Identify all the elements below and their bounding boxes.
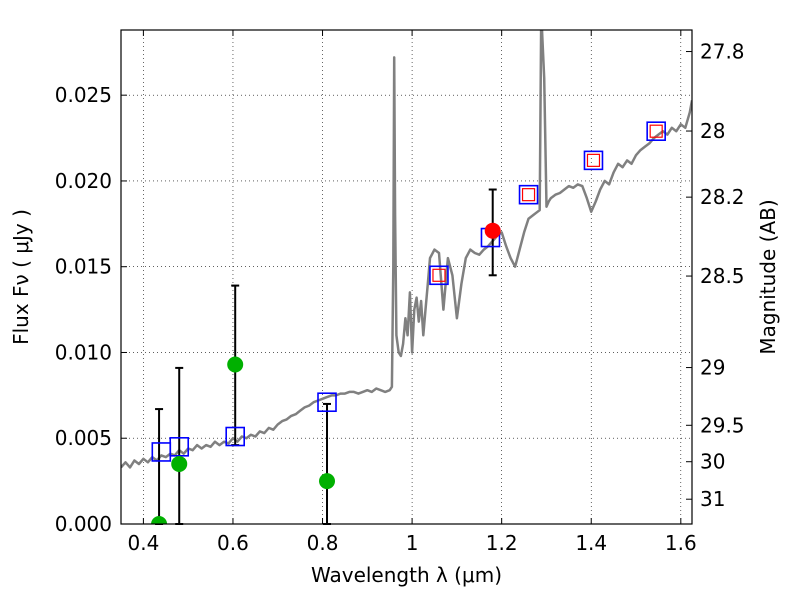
y-tick-label: 0.005 [55,426,112,450]
data-markers [151,121,666,524]
model-photometry-square [169,437,190,457]
x-tick-label: 0.8 [307,531,339,555]
mag-tick-label: 27.8 [700,40,745,64]
y-tick-label: 0.010 [55,340,112,364]
photometry-point [227,356,244,373]
photometry-point [151,516,168,524]
magnitude-axis-ticks: 27.8 28 28.2 28.5 29 29.5 30 31 [686,40,745,511]
mag-tick-label: 31 [700,487,725,511]
model-photometry-square [583,150,604,171]
grid [121,30,692,525]
y-tick-label: 0.025 [55,83,112,107]
x-axis-label: Wavelength λ (μm) [311,563,502,587]
mag-tick-label: 30 [700,450,725,474]
plot-frame [120,29,693,525]
model-photometry-square [225,426,245,447]
photometry-point [484,222,501,239]
x-axis-ticks: 0.4 0.6 0.8 1 1.2 1.4 1.6 [127,30,697,555]
model-photometry-square [646,121,666,142]
photometry-point [171,455,188,472]
y-tick-label: 0.015 [55,255,112,279]
model-photometry-square [429,265,449,286]
y-axis-label: Flux Fν ( μJy ) [9,209,33,345]
mag-tick-label: 29 [700,356,725,380]
mag-tick-label: 29.5 [700,413,745,437]
upper-point-square [649,124,663,138]
photometry-point [319,473,336,490]
sed-curve [121,30,692,469]
model-photometry-square [317,392,337,413]
mag-tick-label: 28.5 [700,264,745,288]
mag-tick-label: 28 [700,119,725,143]
x-tick-label: 1.4 [575,531,607,555]
x-tick-label: 1.2 [486,531,518,555]
magnitude-axis-label: Magnitude (AB) [756,199,780,354]
upper-point-square [432,268,446,282]
x-tick-label: 0.4 [127,531,159,555]
model-photometry-square [518,184,539,205]
y-axis-ticks: 0.000 0.005 0.010 0.015 0.020 0.025 [55,83,127,536]
upper-point-square [586,153,601,167]
y-tick-label: 0.020 [55,169,112,193]
sed-line [121,30,692,469]
x-tick-label: 0.6 [217,531,249,555]
y-tick-label: 0.000 [55,512,112,536]
upper-point-square [521,188,536,202]
mag-tick-label: 28.2 [700,185,745,209]
x-tick-label: 1 [406,531,419,555]
x-tick-label: 1.6 [665,531,697,555]
